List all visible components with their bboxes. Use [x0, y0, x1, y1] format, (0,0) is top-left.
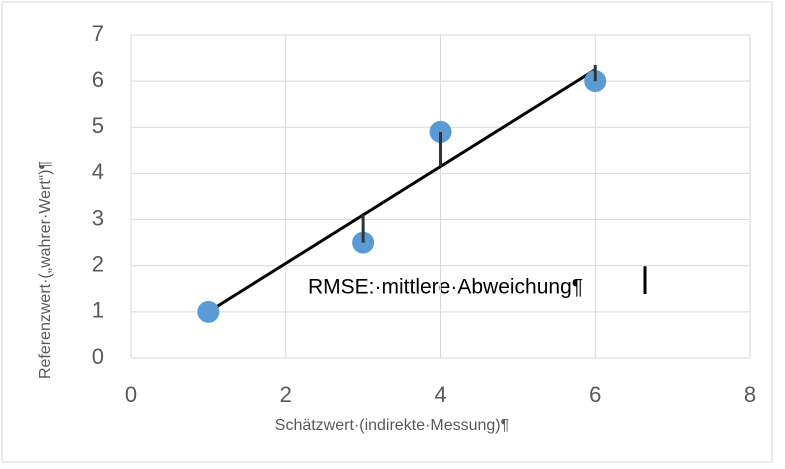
x-tick-label: 2 [280, 382, 292, 407]
y-tick-label: 6 [92, 67, 104, 92]
y-axis-label: Referenzwert·(„wahrer·Wert“)¶ [37, 161, 54, 379]
fit-line [207, 68, 597, 314]
y-tick-label: 1 [92, 298, 104, 323]
x-tick-label: 4 [434, 382, 446, 407]
y-tick-label: 5 [92, 113, 104, 138]
x-tick-label: 6 [589, 382, 601, 407]
y-tick-label: 3 [92, 205, 104, 230]
point [197, 300, 220, 323]
chart-frame [1, 1, 773, 463]
y-tick-label: 0 [92, 344, 104, 369]
x-axis-label: Schätzwert·(indirekte·Messung)¶ [275, 417, 509, 434]
x-tick-label: 0 [125, 382, 137, 407]
y-tick-label: 2 [92, 252, 104, 277]
x-tick-label: 8 [744, 382, 756, 407]
y-tick-label: 4 [92, 159, 104, 184]
y-tick-label: 7 [92, 21, 104, 46]
annotation: RMSE:·mittlere·Abweichung¶ [308, 276, 583, 299]
